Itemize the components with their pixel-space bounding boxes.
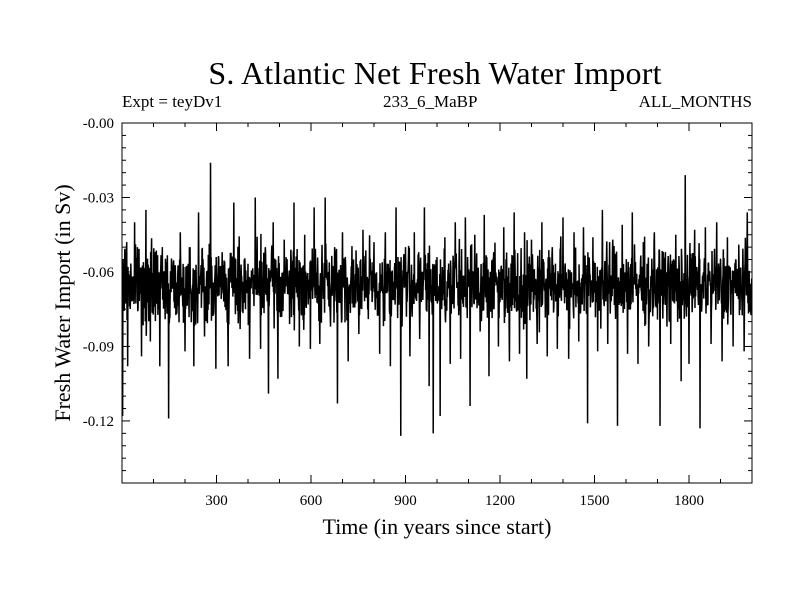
y-axis-label: Fresh Water Import (in Sv) [50, 184, 75, 422]
x-tick-label: 1800 [674, 493, 704, 509]
x-tick-label: 300 [205, 493, 228, 509]
experiment-label: Expt = teyDv1 [122, 92, 223, 111]
series-layer [121, 162, 753, 436]
x-tick-label: 1200 [485, 493, 515, 509]
x-tick-label: 600 [300, 493, 323, 509]
y-tick-label: -0.00 [83, 116, 114, 132]
y-tick-label: -0.09 [83, 339, 114, 355]
y-tick-label: -0.03 [83, 190, 114, 206]
x-tick-label: 900 [394, 493, 417, 509]
plot-frame [121, 122, 753, 484]
y-tick-label: -0.12 [83, 414, 114, 430]
y-tick-label: -0.06 [83, 265, 115, 281]
run-label: 233_6_MaBP [383, 92, 478, 111]
x-axis-label: Time (in years since start) [322, 514, 552, 539]
chart-title: S. Atlantic Net Fresh Water Import [208, 55, 662, 91]
x-tick-label: 1500 [580, 493, 610, 509]
tick-layer: 300 600 900 1200 1500 1800 -0.00 -0.03 -0.06 -0.0… [83, 116, 752, 509]
series-line [121, 162, 753, 436]
months-label: ALL_MONTHS [638, 92, 752, 111]
